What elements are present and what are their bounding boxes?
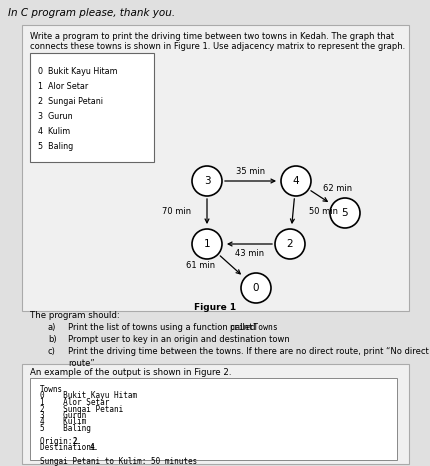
- FancyArrowPatch shape: [205, 199, 209, 223]
- FancyArrowPatch shape: [227, 242, 272, 246]
- Text: 4: 4: [90, 444, 95, 452]
- Text: Write a program to print the driving time between two towns in Kedah. The graph : Write a program to print the driving tim…: [30, 32, 393, 41]
- Text: 1    Alor Setar: 1 Alor Setar: [40, 398, 109, 407]
- FancyBboxPatch shape: [30, 53, 154, 162]
- Text: An example of the output is shown in Figure 2.: An example of the output is shown in Fig…: [30, 368, 231, 377]
- Text: 2: 2: [73, 437, 77, 446]
- Text: Prompt user to key in an origin and destination town: Prompt user to key in an origin and dest…: [68, 335, 289, 344]
- Text: 61 min: 61 min: [186, 261, 215, 270]
- FancyBboxPatch shape: [30, 378, 396, 460]
- FancyBboxPatch shape: [22, 25, 408, 311]
- Text: route”: route”: [68, 359, 95, 368]
- Text: 2    Sungai Petani: 2 Sungai Petani: [40, 404, 123, 413]
- Text: c): c): [48, 347, 56, 356]
- Text: 43 min: 43 min: [234, 248, 264, 258]
- Text: The program should:: The program should:: [30, 311, 120, 320]
- Text: Print the driving time between the towns. If there are no direct route, print “N: Print the driving time between the towns…: [68, 347, 428, 356]
- FancyArrowPatch shape: [220, 256, 240, 274]
- Text: 50 min: 50 min: [308, 207, 337, 216]
- Text: 35 min: 35 min: [235, 167, 264, 177]
- Circle shape: [191, 229, 221, 259]
- FancyArrowPatch shape: [290, 199, 294, 223]
- Text: Destination:: Destination:: [40, 444, 100, 452]
- Text: Print the list of towns using a function called: Print the list of towns using a function…: [68, 323, 258, 332]
- Circle shape: [191, 166, 221, 196]
- Text: 4    Kulim: 4 Kulim: [40, 418, 86, 426]
- FancyArrowPatch shape: [224, 179, 274, 183]
- Text: Figure 1: Figure 1: [194, 303, 236, 312]
- Text: Sungai Petani to Kulim: 50 minutes: Sungai Petani to Kulim: 50 minutes: [40, 457, 197, 466]
- Text: 5    Baling: 5 Baling: [40, 424, 91, 433]
- Text: Figure 2: Figure 2: [194, 450, 236, 459]
- Text: In C program please, thank you.: In C program please, thank you.: [8, 8, 175, 18]
- Text: connects these towns is shown in Figure 1. Use adjacency matrix to represent the: connects these towns is shown in Figure …: [30, 42, 404, 51]
- Text: 4: 4: [292, 176, 298, 186]
- Circle shape: [280, 166, 310, 196]
- Text: 0    Bukit Kayu Hitam: 0 Bukit Kayu Hitam: [40, 391, 137, 400]
- Text: 4  Kulim: 4 Kulim: [38, 127, 70, 136]
- Text: a): a): [48, 323, 56, 332]
- FancyArrowPatch shape: [310, 191, 326, 201]
- Text: Origin:: Origin:: [40, 437, 77, 446]
- Text: 62 min: 62 min: [322, 184, 351, 193]
- Text: 0: 0: [252, 283, 259, 293]
- FancyBboxPatch shape: [22, 364, 408, 464]
- Text: 1  Alor Setar: 1 Alor Setar: [38, 82, 88, 91]
- Circle shape: [240, 273, 270, 303]
- Text: 2  Sungai Petani: 2 Sungai Petani: [38, 97, 103, 106]
- Text: 3    Gurun: 3 Gurun: [40, 411, 86, 420]
- Text: 5: 5: [341, 208, 347, 218]
- Text: b): b): [48, 335, 56, 344]
- Text: 3: 3: [203, 176, 210, 186]
- Circle shape: [274, 229, 304, 259]
- Text: 5  Baling: 5 Baling: [38, 142, 73, 151]
- Text: Towns: Towns: [40, 385, 63, 394]
- Text: 0  Bukit Kayu Hitam: 0 Bukit Kayu Hitam: [38, 67, 117, 76]
- Text: printTowns: printTowns: [228, 323, 277, 332]
- Text: 3  Gurun: 3 Gurun: [38, 112, 73, 121]
- Circle shape: [329, 198, 359, 228]
- Text: 2: 2: [286, 239, 293, 249]
- Text: 1: 1: [203, 239, 210, 249]
- Text: 70 min: 70 min: [162, 207, 191, 216]
